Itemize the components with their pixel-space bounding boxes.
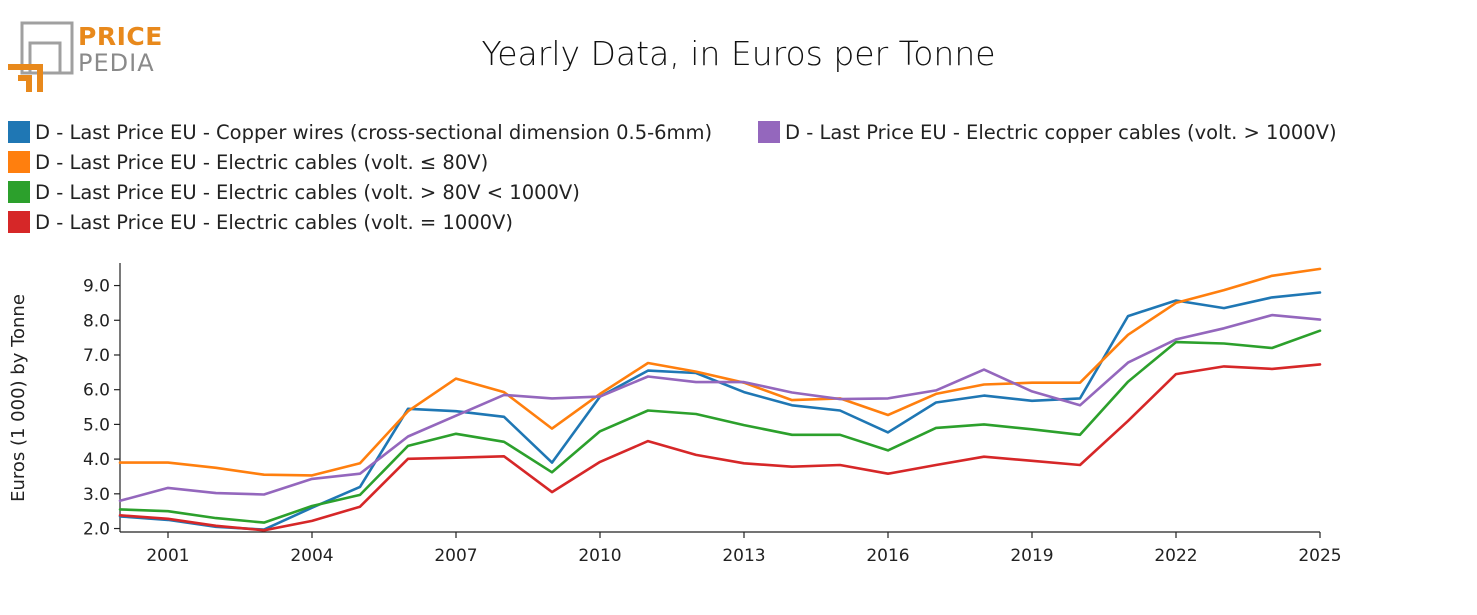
y-tick-label: 5.0	[83, 415, 110, 435]
series-line-1	[118, 267, 1322, 477]
logo-word-pedia: PEDIA	[78, 49, 155, 77]
legend-item-electric-cables-1000v[interactable]: D - Last Price EU - Electric cables (vol…	[8, 210, 513, 234]
logo-word-price: PRICE	[78, 22, 163, 51]
legend-swatch	[8, 181, 30, 203]
y-tick-label: 3.0	[83, 485, 110, 505]
logo-mark-icon	[8, 21, 74, 92]
y-axis-title: Euros (1 000) by Tonne	[8, 294, 29, 502]
series-line-2	[118, 329, 1322, 524]
x-tick-label: 2016	[866, 546, 909, 566]
legend-label: D - Last Price EU - Electric copper cabl…	[785, 120, 1337, 144]
chart-axes: 2.0 3.0 4.0 5.0 6.0 7.0 8.0 9.0 2001 2004 2007 2010…	[83, 263, 1342, 566]
chart-title: Yearly Data, in Euros per Tonne	[481, 34, 996, 73]
legend-swatch	[8, 211, 30, 233]
legend-swatch	[8, 121, 30, 143]
legend-label: D - Last Price EU - Copper wires (cross-…	[35, 120, 713, 144]
x-tick-label: 2010	[578, 546, 621, 566]
series-line-3	[118, 363, 1322, 532]
legend-item-copper-wires[interactable]: D - Last Price EU - Copper wires (cross-…	[8, 120, 712, 144]
series-line-4	[118, 313, 1322, 503]
legend-label: D - Last Price EU - Electric cables (vol…	[35, 210, 513, 234]
chart-lines	[118, 267, 1322, 532]
legend-label: D - Last Price EU - Electric cables (vol…	[35, 180, 580, 204]
legend-swatch	[8, 151, 30, 173]
legend-item-electric-cables-80v[interactable]: D - Last Price EU - Electric cables (vol…	[8, 150, 488, 174]
legend-item-electric-copper-cables[interactable]: D - Last Price EU - Electric copper cabl…	[758, 120, 1337, 144]
legend-item-electric-cables-80v-1000v[interactable]: D - Last Price EU - Electric cables (vol…	[8, 180, 580, 204]
y-tick-label: 9.0	[83, 277, 110, 297]
y-tick-label: 8.0	[83, 311, 110, 331]
legend-label: D - Last Price EU - Electric cables (vol…	[35, 150, 489, 174]
x-tick-label: 2022	[1154, 546, 1197, 566]
x-tick-label: 2007	[434, 546, 477, 566]
y-tick-label: 7.0	[83, 346, 110, 366]
y-tick-label: 2.0	[83, 520, 110, 540]
y-tick-label: 6.0	[83, 381, 110, 401]
legend-swatch	[758, 121, 780, 143]
x-tick-label: 2001	[146, 546, 189, 566]
x-tick-label: 2025	[1298, 546, 1341, 566]
y-tick-label: 4.0	[83, 450, 110, 470]
x-tick-label: 2004	[290, 546, 333, 566]
x-tick-label: 2013	[722, 546, 765, 566]
x-tick-label: 2019	[1010, 546, 1053, 566]
pricepedia-logo: PRICE PEDIA	[6, 20, 166, 96]
